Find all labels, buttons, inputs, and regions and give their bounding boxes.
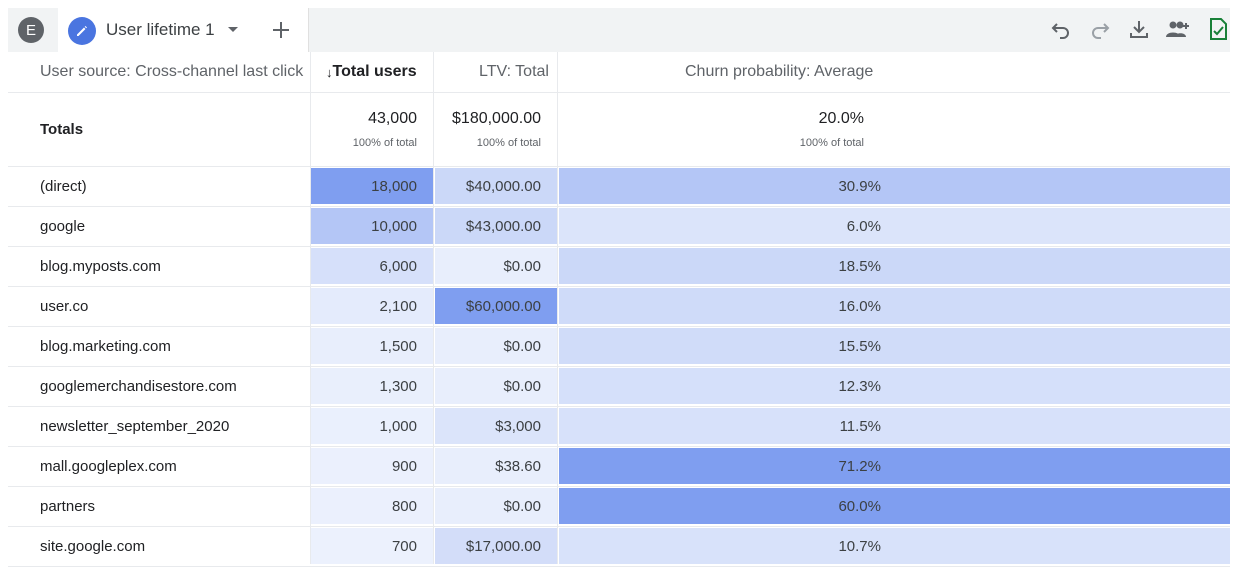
redo-icon[interactable] <box>1087 16 1113 42</box>
users-cell: 900 <box>311 448 433 484</box>
totals-churn: 20.0% 100% of total <box>557 92 880 166</box>
ltv-cell: $0.00 <box>435 368 557 404</box>
user-avatar[interactable]: E <box>18 17 44 43</box>
churn-cell: 12.3% <box>559 368 1230 404</box>
users-cell: 700 <box>311 528 433 564</box>
churn-cell: 10.7% <box>559 528 1230 564</box>
ltv-header[interactable]: LTV: Total <box>479 52 549 92</box>
ltv-cell: $0.00 <box>435 488 557 524</box>
ltv-cell: $43,000.00 <box>435 208 557 244</box>
source-cell: (direct) <box>40 177 87 195</box>
source-cell: googlemerchandisestore.com <box>40 377 237 395</box>
totals-users-percent: 100% of total <box>352 137 417 149</box>
totals-churn-value: 20.0% <box>818 110 864 127</box>
ltv-cell: $3,000 <box>435 408 557 444</box>
download-icon[interactable] <box>1126 16 1152 42</box>
totals-churn-percent: 100% of total <box>799 137 864 149</box>
table-row[interactable]: site.google.com 700 $17,000.00 10.7% <box>8 526 1230 567</box>
column-divider <box>557 52 558 564</box>
churn-cell: 18.5% <box>559 248 1230 284</box>
source-cell: mall.googleplex.com <box>40 457 177 475</box>
ltv-cell: $38.60 <box>435 448 557 484</box>
add-tab-button[interactable] <box>254 8 309 52</box>
table-row[interactable]: blog.marketing.com 1,500 $0.00 15.5% <box>8 326 1230 367</box>
table-row[interactable]: user.co 2,100 $60,000.00 16.0% <box>8 286 1230 327</box>
source-cell: blog.marketing.com <box>40 337 171 355</box>
tab-label: User lifetime 1 <box>106 20 215 39</box>
source-cell: newsletter_september_2020 <box>40 417 230 435</box>
table-row[interactable]: mall.googleplex.com 900 $38.60 71.2% <box>8 446 1230 487</box>
users-cell: 1,000 <box>311 408 433 444</box>
table-header: User source: Cross-channel last click ↓ T… <box>8 52 1230 93</box>
totals-users: 43,000 100% of total <box>310 92 433 166</box>
caret-down-icon[interactable] <box>224 21 242 39</box>
churn-cell: 71.2% <box>559 448 1230 484</box>
source-cell: blog.myposts.com <box>40 257 161 275</box>
tab-user-lifetime[interactable]: User lifetime 1 <box>58 8 255 52</box>
churn-cell: 6.0% <box>559 208 1230 244</box>
plus-icon <box>273 22 289 38</box>
users-cell: 800 <box>311 488 433 524</box>
churn-header[interactable]: Churn probability: Average <box>685 52 873 92</box>
report-tab-bar: E User lifetime 1 <box>8 8 1230 52</box>
table-row[interactable]: newsletter_september_2020 1,000 $3,000 1… <box>8 406 1230 447</box>
churn-cell: 30.9% <box>559 168 1230 204</box>
source-cell: google <box>40 217 86 235</box>
ltv-cell: $0.00 <box>435 248 557 284</box>
ltv-cell: $17,000.00 <box>435 528 557 564</box>
undo-icon[interactable] <box>1048 16 1074 42</box>
check-doc-icon[interactable] <box>1205 16 1231 42</box>
source-cell: partners <box>40 497 96 515</box>
users-cell: 6,000 <box>311 248 433 284</box>
totals-label: Totals <box>40 92 83 166</box>
total-users-header-label: Total users <box>332 63 417 80</box>
totals-label-text: Totals <box>40 120 84 138</box>
totals-users-value: 43,000 <box>368 110 417 127</box>
source-cell: user.co <box>40 297 89 315</box>
pencil-icon[interactable] <box>68 17 96 45</box>
users-cell: 1,300 <box>311 368 433 404</box>
ltv-cell: $0.00 <box>435 328 557 364</box>
table-row[interactable]: blog.myposts.com 6,000 $0.00 18.5% <box>8 246 1230 287</box>
dimension-header[interactable]: User source: Cross-channel last click <box>40 52 303 92</box>
column-divider <box>310 52 311 564</box>
users-cell: 10,000 <box>311 208 433 244</box>
source-cell: site.google.com <box>40 537 146 555</box>
ltv-header-label: LTV: Total <box>479 63 549 80</box>
users-cell: 1,500 <box>311 328 433 364</box>
table-row[interactable]: google 10,000 $43,000.00 6.0% <box>8 206 1230 247</box>
avatar-letter: E <box>25 21 36 39</box>
share-users-icon[interactable] <box>1165 16 1191 42</box>
column-divider <box>433 52 434 564</box>
totals-ltv-value: $180,000.00 <box>452 110 541 127</box>
totals-row: Totals 43,000 100% of total $180,000.00 … <box>8 92 1230 167</box>
table-row[interactable]: (direct) 18,000 $40,000.00 30.9% <box>8 166 1230 207</box>
churn-cell: 15.5% <box>559 328 1230 364</box>
table-row[interactable]: partners 800 $0.00 60.0% <box>8 486 1230 527</box>
users-cell: 18,000 <box>311 168 433 204</box>
churn-cell: 16.0% <box>559 288 1230 324</box>
churn-cell: 11.5% <box>559 408 1230 444</box>
churn-cell: 60.0% <box>559 488 1230 524</box>
users-cell: 2,100 <box>311 288 433 324</box>
sort-arrow-icon: ↓ <box>326 64 333 80</box>
total-users-header[interactable]: ↓ Total users <box>326 52 417 92</box>
totals-ltv: $180,000.00 100% of total <box>433 92 557 166</box>
table-row[interactable]: googlemerchandisestore.com 1,300 $0.00 1… <box>8 366 1230 407</box>
ltv-cell: $60,000.00 <box>435 288 557 324</box>
dimension-header-label: User source: Cross-channel last click <box>40 63 304 80</box>
churn-header-label: Churn probability: Average <box>685 63 874 80</box>
totals-ltv-percent: 100% of total <box>476 137 541 149</box>
ltv-cell: $40,000.00 <box>435 168 557 204</box>
